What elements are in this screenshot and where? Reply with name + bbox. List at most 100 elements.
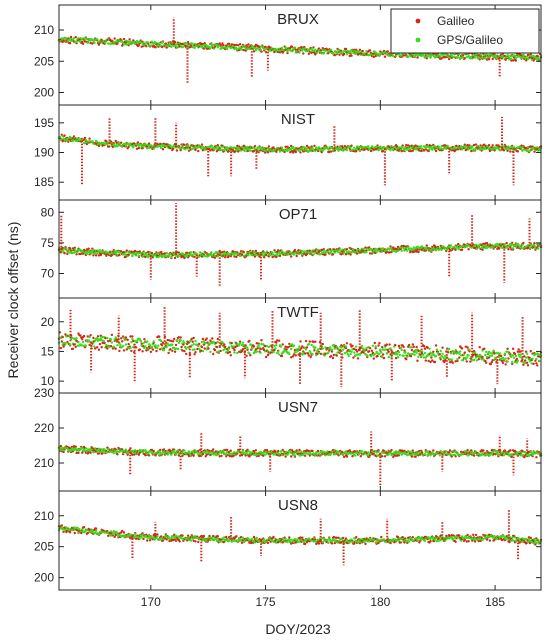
gps-galileo-point bbox=[521, 243, 524, 247]
galileo-point bbox=[536, 364, 539, 367]
galileo-point bbox=[200, 345, 204, 349]
galileo-point bbox=[349, 253, 352, 256]
gps-galileo-point bbox=[64, 36, 67, 40]
galileo-point bbox=[376, 354, 379, 358]
gps-galileo-point bbox=[144, 43, 147, 46]
galileo-point bbox=[338, 53, 341, 56]
galileo-point bbox=[368, 347, 372, 350]
gps-galileo-point bbox=[251, 44, 254, 48]
galileo-point bbox=[106, 347, 109, 350]
gps-galileo-point bbox=[349, 51, 352, 54]
galileo-point bbox=[95, 346, 99, 349]
gps-galileo-point bbox=[333, 251, 336, 254]
galileo-point bbox=[441, 346, 444, 349]
gps-galileo-point bbox=[209, 47, 212, 50]
gps-galileo-point bbox=[465, 356, 468, 359]
galileo-point bbox=[160, 45, 164, 49]
gps-galileo-point bbox=[210, 251, 213, 254]
galileo-point bbox=[143, 338, 146, 341]
gps-galileo-point bbox=[192, 343, 195, 346]
galileo-point bbox=[519, 350, 522, 353]
galileo-point bbox=[151, 348, 154, 351]
gps-galileo-point bbox=[241, 449, 245, 453]
gps-galileo-point bbox=[171, 343, 174, 346]
galileo-point bbox=[463, 57, 466, 60]
galileo-point bbox=[138, 348, 141, 351]
galileo-point bbox=[264, 51, 268, 54]
gps-galileo-point bbox=[320, 52, 323, 55]
galileo-point bbox=[467, 248, 470, 251]
galileo-point bbox=[524, 350, 528, 353]
galileo-point bbox=[487, 58, 491, 61]
galileo-point bbox=[244, 49, 247, 52]
gps-galileo-point bbox=[202, 44, 206, 47]
galileo-point bbox=[487, 144, 491, 147]
gps-galileo-point bbox=[168, 43, 171, 47]
galileo-point bbox=[438, 353, 441, 356]
galileo-point bbox=[524, 359, 527, 362]
gps-galileo-point bbox=[516, 359, 519, 362]
galileo-point bbox=[402, 345, 405, 349]
galileo-point bbox=[248, 339, 251, 343]
galileo-point bbox=[382, 356, 386, 360]
galileo-point bbox=[247, 43, 250, 46]
galileo-point bbox=[180, 345, 183, 349]
galileo-point bbox=[385, 343, 388, 346]
galileo-point bbox=[350, 54, 353, 57]
gps-galileo-point bbox=[121, 344, 125, 348]
gps-galileo-point bbox=[147, 41, 150, 44]
gps-galileo-point bbox=[360, 344, 363, 348]
galileo-point bbox=[253, 145, 257, 148]
gps-galileo-point bbox=[471, 145, 474, 149]
galileo-point bbox=[308, 340, 311, 343]
gps-galileo-point bbox=[174, 453, 178, 456]
galileo-point bbox=[314, 340, 317, 343]
gps-galileo-point bbox=[183, 449, 186, 452]
galileo-point bbox=[97, 348, 101, 351]
gps-galileo-point bbox=[186, 46, 189, 49]
galileo-point bbox=[81, 40, 84, 44]
gps-galileo-point bbox=[435, 348, 439, 351]
gps-galileo-point bbox=[247, 254, 250, 257]
galileo-point bbox=[517, 348, 520, 351]
gps-galileo-point bbox=[360, 450, 363, 453]
galileo-point bbox=[149, 350, 153, 354]
gps-galileo-point bbox=[215, 43, 219, 46]
galileo-point bbox=[444, 56, 447, 59]
gps-galileo-point bbox=[517, 243, 520, 247]
galileo-point bbox=[129, 447, 132, 450]
gps-galileo-point bbox=[503, 352, 506, 355]
galileo-point bbox=[509, 150, 512, 153]
galileo-point bbox=[267, 145, 271, 148]
gps-galileo-point bbox=[366, 354, 369, 357]
galileo-point bbox=[372, 357, 375, 360]
gps-galileo-point bbox=[347, 354, 350, 358]
gps-galileo-point bbox=[406, 355, 409, 358]
galileo-point bbox=[477, 358, 480, 361]
gps-galileo-point bbox=[162, 349, 166, 352]
galileo-point bbox=[383, 55, 387, 58]
gps-galileo-point bbox=[459, 56, 463, 59]
galileo-point bbox=[394, 343, 397, 347]
gps-galileo-point bbox=[112, 345, 116, 348]
galileo-point bbox=[213, 348, 217, 352]
galileo-point bbox=[222, 44, 225, 47]
gps-galileo-point bbox=[314, 346, 317, 349]
galileo-point bbox=[254, 449, 258, 452]
gps-galileo-point bbox=[92, 38, 95, 42]
galileo-point bbox=[335, 354, 338, 357]
galileo-point bbox=[89, 451, 92, 454]
galileo-point bbox=[175, 149, 179, 152]
galileo-point bbox=[88, 137, 91, 140]
galileo-point bbox=[61, 335, 64, 339]
galileo-point bbox=[316, 449, 320, 453]
gps-galileo-point bbox=[449, 352, 453, 355]
galileo-point bbox=[345, 455, 349, 458]
galileo-point bbox=[125, 249, 128, 252]
gps-galileo-point bbox=[473, 351, 477, 354]
gps-galileo-point bbox=[465, 56, 468, 59]
gps-galileo-point bbox=[75, 40, 78, 44]
galileo-point bbox=[277, 449, 280, 453]
gps-galileo-point bbox=[227, 347, 231, 350]
galileo-point bbox=[130, 349, 133, 353]
